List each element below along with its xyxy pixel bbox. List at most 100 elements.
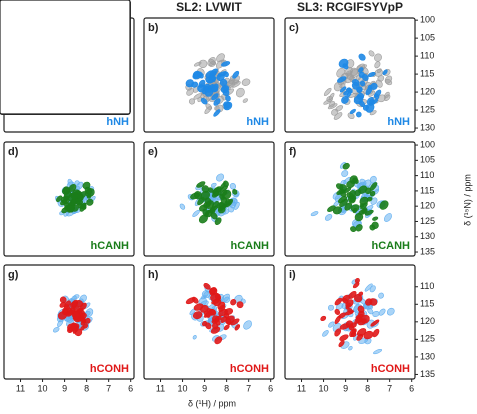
peak: [70, 322, 78, 331]
peak: [209, 309, 217, 316]
peak: [346, 180, 355, 189]
peak: [341, 297, 349, 304]
peak: [356, 333, 364, 341]
peak: [223, 101, 233, 111]
peak: [361, 74, 369, 82]
peak: [227, 205, 235, 213]
peak: [342, 63, 349, 70]
peak: [358, 67, 364, 73]
peak: [367, 71, 376, 78]
peak: [229, 183, 236, 190]
y-tick-label: 125: [420, 334, 435, 344]
peak: [211, 298, 220, 305]
peak: [353, 95, 364, 105]
peak: [196, 181, 206, 188]
y-tick-label: 110: [420, 170, 434, 180]
peak: [214, 319, 221, 326]
peak: [241, 78, 251, 86]
peak: [217, 71, 227, 77]
peak: [349, 189, 357, 198]
peak: [179, 203, 186, 210]
peak: [369, 182, 378, 191]
peak: [86, 198, 94, 206]
peak: [334, 328, 342, 337]
peak: [188, 98, 196, 105]
x-tick-label: 9: [202, 383, 207, 393]
peak: [56, 195, 63, 202]
peak: [341, 170, 349, 177]
peak: [356, 328, 367, 337]
x-tick-label: 9: [343, 383, 348, 393]
peak: [230, 318, 240, 326]
panel-frame: [0, 0, 131, 115]
peak: [85, 308, 94, 317]
peak: [327, 205, 336, 212]
peak: [372, 328, 380, 338]
peak: [352, 79, 360, 86]
peak: [352, 282, 360, 289]
peak: [356, 317, 363, 324]
peak: [378, 292, 384, 299]
panel-label: b): [148, 22, 159, 34]
x-tick-label: 7: [246, 383, 251, 393]
peak: [76, 200, 84, 206]
y-tick-label: 120: [420, 86, 435, 96]
peak: [384, 213, 392, 222]
panel: i) hCONH: [284, 264, 416, 380]
peak: [354, 278, 360, 284]
y-tick-label: 105: [420, 155, 435, 165]
panel: e) hCANH: [143, 141, 275, 257]
peak: [382, 69, 388, 75]
peak: [355, 111, 362, 118]
frame-top: [143, 141, 275, 257]
peak: [211, 93, 219, 101]
peak: [371, 221, 379, 230]
peak: [191, 296, 199, 304]
peak: [339, 334, 349, 342]
y-axis-title: δ (¹⁵N) / ppm: [462, 174, 472, 226]
y-tick-label: 115: [420, 185, 434, 195]
x-tick-label: 6: [268, 383, 273, 393]
peak: [201, 320, 208, 327]
peak: [62, 198, 68, 204]
spectrum: [185, 282, 252, 345]
peak: [366, 196, 373, 202]
peak: [80, 312, 87, 319]
peak: [214, 336, 223, 345]
peak: [211, 191, 219, 198]
peak: [200, 97, 208, 105]
y-tick-label: 110: [420, 50, 434, 60]
x-axis-title: δ (¹H) / ppm: [188, 398, 236, 408]
peak: [373, 348, 383, 355]
experiment-label: hCONH: [371, 363, 410, 375]
peak: [236, 301, 244, 309]
peak: [327, 304, 335, 311]
peak: [66, 205, 76, 213]
y-tick-label: 100: [420, 15, 435, 25]
peak: [343, 90, 350, 96]
peak: [364, 283, 373, 292]
peak: [242, 98, 248, 103]
x-tick-label: 6: [409, 383, 414, 393]
spectrum: [320, 278, 395, 355]
peak: [372, 216, 379, 221]
peak: [221, 61, 231, 67]
peak: [190, 192, 201, 200]
peak: [349, 108, 356, 115]
panel-label: f): [289, 146, 297, 158]
frame-top: [284, 141, 416, 257]
peak: [328, 92, 335, 100]
experiment-label: hNH: [246, 116, 269, 128]
peak: [84, 186, 93, 195]
peak: [234, 324, 241, 331]
peak: [230, 299, 237, 306]
peak: [224, 308, 234, 316]
peak: [243, 320, 252, 330]
peak: [203, 201, 211, 209]
spectrum: [179, 173, 240, 225]
panel-label: h): [148, 269, 159, 281]
peak: [334, 315, 341, 325]
peak: [353, 294, 363, 303]
peak: [220, 84, 230, 94]
